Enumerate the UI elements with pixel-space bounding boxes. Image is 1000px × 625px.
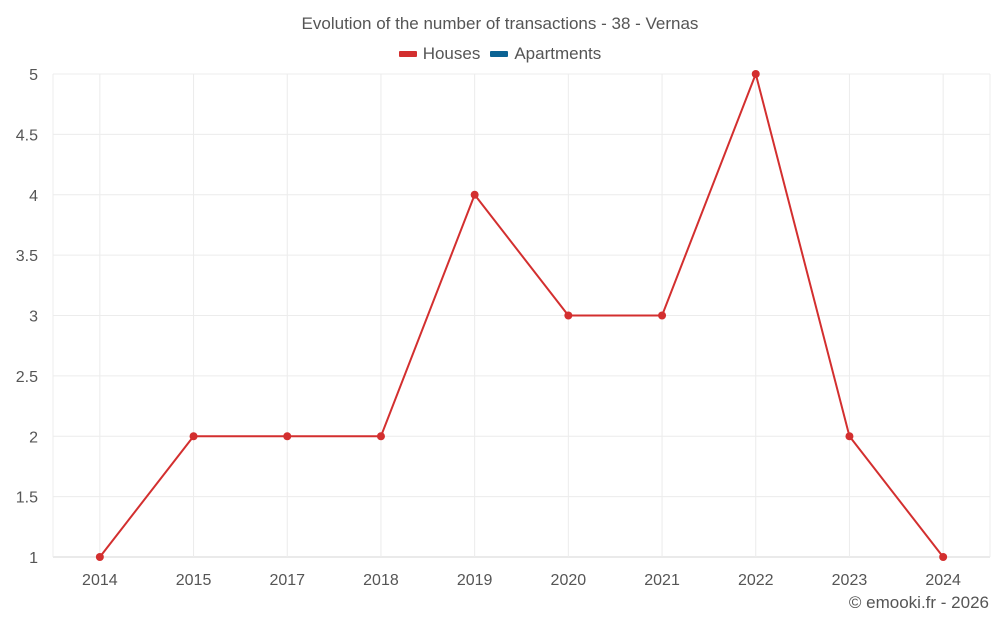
x-tick-label: 2021 (644, 572, 680, 589)
data-point-houses (470, 190, 479, 199)
y-tick-label: 1 (29, 550, 38, 567)
data-point-houses (283, 432, 292, 441)
legend-label-houses: Houses (422, 44, 481, 63)
x-tick-label: 2017 (269, 572, 305, 589)
y-tick-label: 4 (29, 188, 38, 205)
y-tick-label: 3 (29, 309, 38, 326)
x-tick-label: 2023 (832, 572, 868, 589)
legend: Houses Apartments (0, 44, 1000, 64)
y-tick-label: 5 (29, 67, 38, 84)
x-tick-label: 2019 (457, 572, 493, 589)
data-point-houses (658, 311, 667, 320)
credit-text: © emooki.fr - 2026 (848, 593, 989, 612)
data-point-houses (95, 553, 104, 561)
x-tick-label: 2014 (82, 572, 118, 589)
legend-swatch-apartments (490, 51, 509, 57)
x-tick-label: 2022 (738, 572, 774, 589)
data-point-houses (376, 432, 385, 441)
y-tick-label: 2.5 (16, 369, 38, 386)
data-point-houses (751, 70, 760, 78)
legend-swatch-houses (398, 51, 417, 57)
legend-label-apartments: Apartments (514, 44, 602, 63)
x-tick-label: 2024 (925, 572, 961, 589)
legend-item-apartments[interactable]: Apartments (490, 44, 601, 64)
data-point-houses (189, 432, 198, 441)
x-tick-label: 2015 (176, 572, 212, 589)
y-tick-label: 3.5 (16, 248, 38, 265)
legend-item-houses[interactable]: Houses (398, 44, 481, 64)
series-line-houses (99, 73, 944, 558)
y-tick-label: 1.5 (16, 490, 38, 507)
x-tick-label: 2018 (363, 572, 399, 589)
chart-title: Evolution of the number of transactions … (301, 14, 699, 33)
data-point-houses (564, 311, 573, 320)
y-tick-label: 2 (29, 429, 38, 446)
y-tick-label: 4.5 (16, 127, 38, 144)
data-point-houses (845, 432, 854, 441)
data-point-houses (939, 553, 948, 561)
x-tick-label: 2020 (551, 572, 587, 589)
